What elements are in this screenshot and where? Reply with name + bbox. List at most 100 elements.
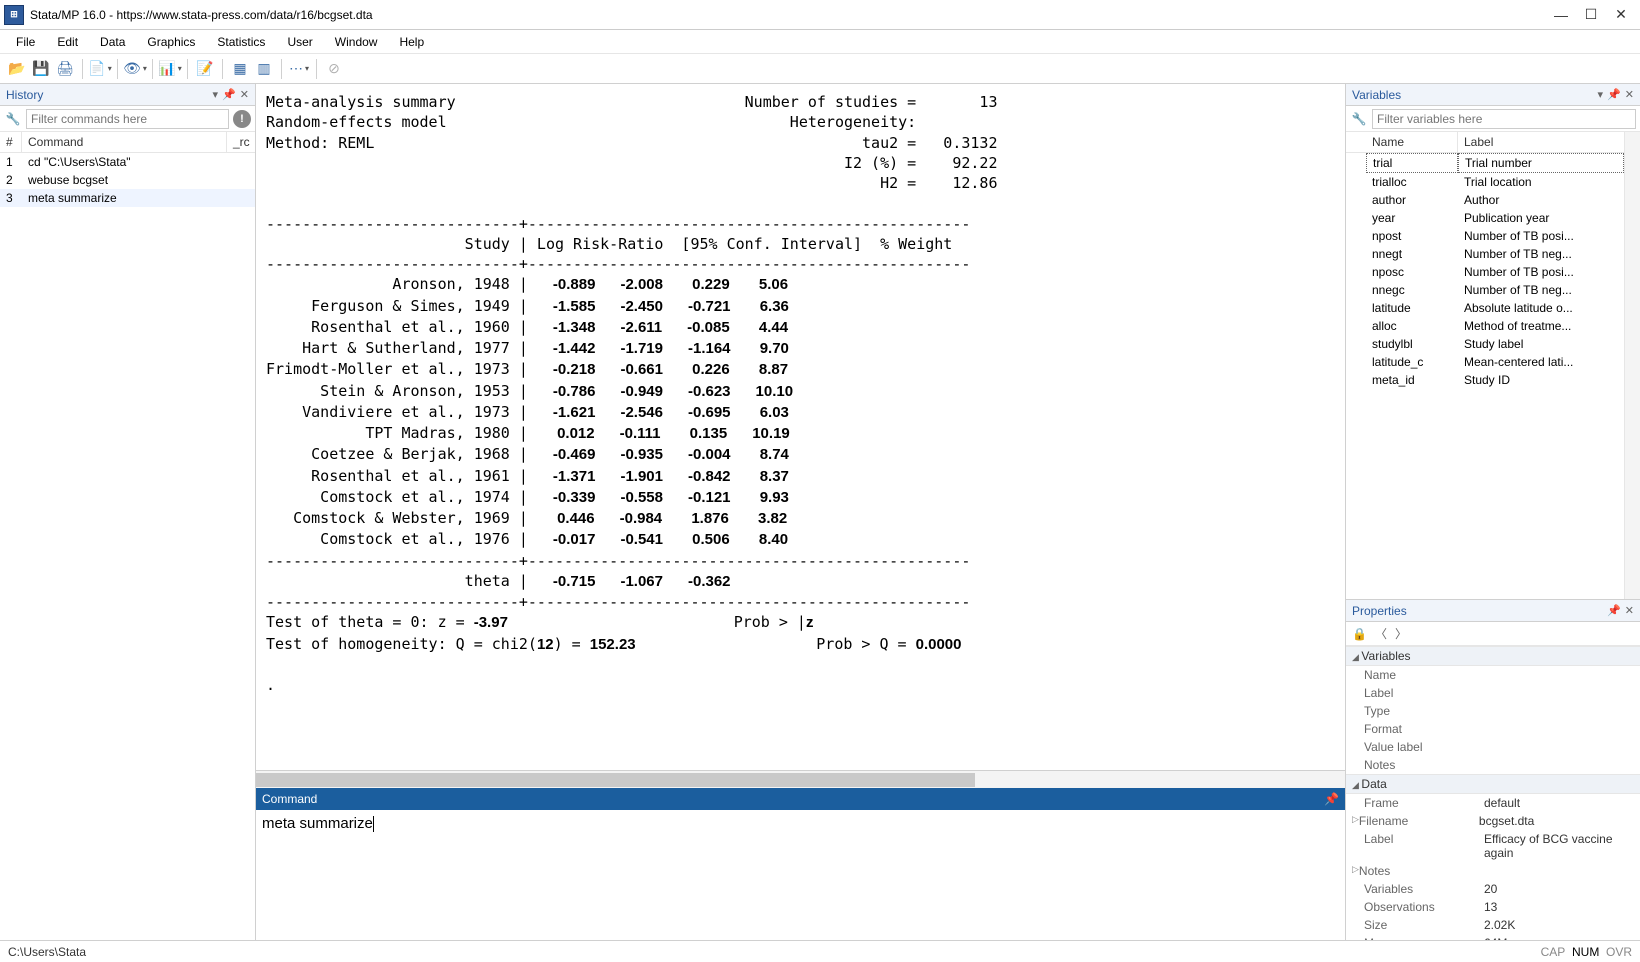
property-row[interactable]: Notes [1346,862,1640,880]
toolbar-sep [117,59,118,79]
do-editor-icon[interactable]: 📝 [194,58,216,80]
property-row[interactable]: Format [1346,720,1640,738]
property-row[interactable]: Variables20 [1346,880,1640,898]
maximize-button[interactable]: ☐ [1576,4,1606,26]
menu-file[interactable]: File [6,32,45,52]
props-section-variables[interactable]: Variables [1346,646,1640,666]
variables-filter-input[interactable] [1372,109,1636,129]
open-icon[interactable]: 📂 [6,58,28,80]
property-row[interactable]: Observations13 [1346,898,1640,916]
info-icon[interactable]: ! [233,110,251,128]
close-panel-icon[interactable]: ✕ [240,88,249,101]
property-row[interactable]: Size2.02K [1346,916,1640,934]
log-icon[interactable]: 📄 [89,58,111,80]
property-row[interactable]: Notes [1346,756,1640,774]
menu-window[interactable]: Window [325,32,388,52]
variable-row[interactable]: meta_idStudy ID [1346,371,1624,389]
status-cap: CAP [1541,945,1566,959]
menubar: File Edit Data Graphics Statistics User … [0,30,1640,54]
variable-row[interactable]: npostNumber of TB posi... [1346,227,1624,245]
property-row[interactable]: Memory64M [1346,934,1640,940]
variable-row[interactable]: latitude_cMean-centered lati... [1346,353,1624,371]
history-col-rc[interactable]: _rc [227,132,255,152]
var-col-label[interactable]: Label [1458,132,1624,152]
main-area: History ▾ 📌 ✕ 🔧 ! # Command _rc 1cd "C:\… [0,84,1640,940]
menu-help[interactable]: Help [389,32,434,52]
variable-row[interactable]: authorAuthor [1346,191,1624,209]
prev-icon[interactable]: 〈 [1375,625,1387,642]
wrench-icon[interactable]: 🔧 [1350,112,1368,126]
data-editor-icon[interactable]: ▦ [229,58,251,80]
variable-row[interactable]: studylblStudy label [1346,335,1624,353]
variable-row[interactable]: yearPublication year [1346,209,1624,227]
filter-icon[interactable]: ▾ [1598,88,1604,101]
pin-icon[interactable]: 📌 [222,88,236,101]
toolbar-sep [281,59,282,79]
property-row[interactable]: Value label [1346,738,1640,756]
command-input[interactable]: meta summarize [256,810,1345,940]
minimize-button[interactable]: — [1546,4,1576,26]
graph-icon[interactable]: 📊 [159,58,181,80]
wrench-icon[interactable]: 🔧 [4,112,22,126]
property-row[interactable]: Name [1346,666,1640,684]
close-panel-icon[interactable]: ✕ [1625,604,1634,617]
menu-data[interactable]: Data [90,32,135,52]
variable-row[interactable]: allocMethod of treatme... [1346,317,1624,335]
variables-scrollbar[interactable] [1624,132,1640,599]
data-browser-icon[interactable]: ▥ [253,58,275,80]
property-row[interactable]: Framedefault [1346,794,1640,812]
break-icon[interactable]: ⊘ [323,58,345,80]
variable-row[interactable]: nnegcNumber of TB neg... [1346,281,1624,299]
history-filter-input[interactable] [26,109,229,129]
viewer-icon[interactable]: 👁 [124,58,146,80]
variable-row[interactable]: trialTrial number [1346,153,1624,173]
close-button[interactable]: ✕ [1606,4,1636,26]
property-row[interactable]: Filenamebcgset.dta [1346,812,1640,830]
command-text: meta summarize [262,815,373,832]
properties-title: Properties [1352,604,1407,618]
more-icon[interactable]: ⋯ [288,58,310,80]
history-col-cmd[interactable]: Command [22,132,227,152]
command-title: Command [262,792,317,806]
pin-icon[interactable]: 📌 [1607,604,1621,617]
history-row[interactable]: 1cd "C:\Users\Stata" [0,153,255,171]
variable-row[interactable]: triallocTrial location [1346,173,1624,191]
properties-header: Properties 📌 ✕ [1346,600,1640,622]
variables-header: Variables ▾ 📌 ✕ [1346,84,1640,106]
print-icon[interactable]: 🖨 [54,58,76,80]
menu-edit[interactable]: Edit [47,32,88,52]
pin-icon[interactable]: 📌 [1324,792,1339,806]
property-row[interactable]: LabelEfficacy of BCG vaccine again [1346,830,1640,862]
history-rows: 1cd "C:\Users\Stata"2webuse bcgset3meta … [0,153,255,207]
props-section-data[interactable]: Data [1346,774,1640,794]
menu-statistics[interactable]: Statistics [207,32,275,52]
property-row[interactable]: Label [1346,684,1640,702]
history-row[interactable]: 3meta summarize [0,189,255,207]
history-col-num[interactable]: # [0,132,22,152]
property-row[interactable]: Type [1346,702,1640,720]
variables-filter-row: 🔧 [1346,106,1640,132]
history-header-icons: ▾ 📌 ✕ [213,88,249,101]
history-filter-row: 🔧 ! [0,106,255,132]
close-panel-icon[interactable]: ✕ [1625,88,1634,101]
window-title: Stata/MP 16.0 - https://www.stata-press.… [30,8,1546,22]
results-hscroll[interactable] [256,770,1345,788]
history-header: History ▾ 📌 ✕ [0,84,255,106]
status-path: C:\Users\Stata [8,945,86,959]
next-icon[interactable]: 〉 [1395,625,1407,642]
results-viewer[interactable]: Meta-analysis summary Number of studies … [256,84,1345,770]
lock-icon[interactable]: 🔒 [1352,627,1367,641]
toolbar: 📂 💾 🖨 📄 👁 📊 📝 ▦ ▥ ⋯ ⊘ [0,54,1640,84]
pin-icon[interactable]: 📌 [1607,88,1621,101]
menu-graphics[interactable]: Graphics [137,32,205,52]
variable-row[interactable]: latitudeAbsolute latitude o... [1346,299,1624,317]
save-icon[interactable]: 💾 [30,58,52,80]
variable-row[interactable]: nposcNumber of TB posi... [1346,263,1624,281]
properties-panel: Properties 📌 ✕ 🔒 〈 〉 Variables NameLabel… [1346,600,1640,940]
filter-icon[interactable]: ▾ [213,88,219,101]
var-col-name[interactable]: Name [1366,132,1458,152]
menu-user[interactable]: User [277,32,322,52]
history-title: History [6,88,43,102]
variable-row[interactable]: nnegtNumber of TB neg... [1346,245,1624,263]
history-row[interactable]: 2webuse bcgset [0,171,255,189]
